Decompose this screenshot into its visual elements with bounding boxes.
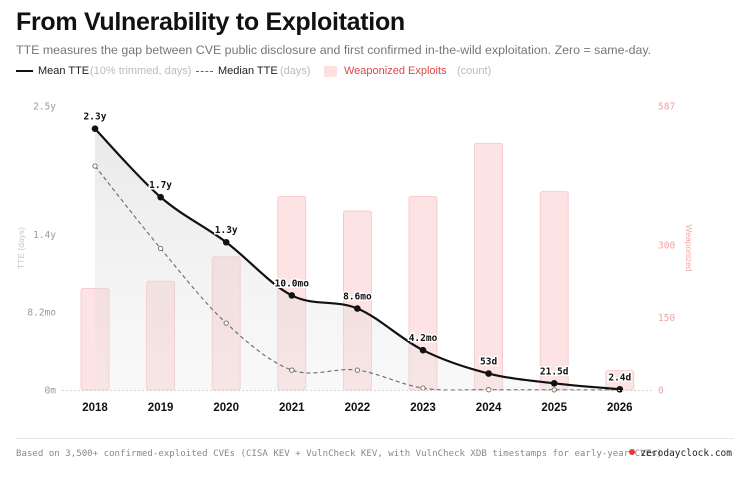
mean-data-label-2019: 1.7y bbox=[149, 180, 172, 191]
legend-hint-bars: (count) bbox=[457, 65, 492, 77]
mean-point-2020 bbox=[222, 238, 230, 246]
mean-point-2022 bbox=[354, 305, 361, 312]
legend-label-mean: Mean TTE bbox=[38, 65, 90, 77]
mean-data-label-2022: 8.6mo bbox=[343, 292, 372, 303]
mean-data-label-2026: 2.4d bbox=[608, 372, 631, 383]
page-subtitle: TTE measures the gap between CVE public … bbox=[16, 43, 652, 57]
left-tick-label: 0m bbox=[45, 386, 57, 397]
x-tick-label-2018: 2018 bbox=[82, 402, 108, 414]
mean-data-label-2020: 1.3y bbox=[215, 225, 238, 236]
median-point-2025 bbox=[551, 387, 557, 393]
brand-link[interactable]: zerodayclock.com bbox=[629, 448, 732, 459]
left-tick-label: 2.5y bbox=[33, 102, 56, 113]
x-tick-label-2022: 2022 bbox=[345, 402, 371, 414]
x-tick-label-2021: 2021 bbox=[279, 402, 305, 414]
bar-weaponized-2025 bbox=[539, 191, 569, 391]
left-axis-title: TTE (days) bbox=[16, 227, 26, 269]
right-tick-label: 0 bbox=[658, 386, 664, 397]
mean-data-label-2023: 4.2mo bbox=[409, 333, 438, 344]
label-layer: 2.3y 1.7y 1.3y 10.0mo 8.6mo 4.2mo 53d 21.5d 2.4d bbox=[82, 110, 633, 385]
legend-hint-median: (days) bbox=[280, 65, 311, 77]
median-point-2018 bbox=[92, 163, 98, 169]
median-point-2020 bbox=[223, 320, 229, 326]
axes-layer: 0m 8.2mo 1.4y 2.5y 0 150 300 587 TTE (days) Weapo… bbox=[16, 102, 694, 415]
right-axis-title: Weaponized bbox=[684, 224, 694, 271]
mean-data-label-2025: 21.5d bbox=[540, 366, 569, 377]
legend-swatch-median bbox=[196, 71, 213, 72]
mean-point-2025 bbox=[550, 380, 558, 387]
legend-swatch-mean bbox=[16, 70, 33, 72]
page-title: From Vulnerability to Exploitation bbox=[16, 8, 405, 36]
mean-data-label-2024: 53d bbox=[480, 357, 497, 368]
mean-data-label-2021: 10.0mo bbox=[275, 278, 310, 289]
x-tick-label-2025: 2025 bbox=[541, 402, 567, 414]
x-tick-label-2019: 2019 bbox=[148, 402, 174, 414]
bar-weaponized-2024 bbox=[474, 142, 504, 391]
x-tick-label-2023: 2023 bbox=[410, 402, 436, 414]
right-tick-label: 150 bbox=[658, 313, 675, 324]
right-tick-label: 587 bbox=[658, 102, 675, 113]
median-point-2021 bbox=[289, 367, 295, 373]
x-tick-label-2020: 2020 bbox=[213, 402, 239, 414]
x-tick-label-2024: 2024 bbox=[476, 402, 502, 414]
right-tick-label: 300 bbox=[658, 240, 675, 251]
brand-text: zerodayclock.com bbox=[640, 448, 732, 459]
legend-swatch-bars bbox=[324, 66, 337, 77]
median-point-2022 bbox=[354, 367, 361, 373]
x-tick-label-2026: 2026 bbox=[607, 402, 633, 414]
median-point-2024 bbox=[485, 387, 492, 393]
mean-point-2023 bbox=[419, 346, 427, 354]
mean-point-2024 bbox=[485, 370, 492, 377]
line-layer bbox=[91, 125, 624, 393]
brand-dot-icon bbox=[629, 449, 636, 455]
legend-hint-mean: (10% trimmed, days) bbox=[90, 65, 192, 77]
source-note: Based on 3,500+ confirmed-exploited CVEs… bbox=[16, 449, 663, 459]
mean-data-label-2018: 2.3y bbox=[84, 112, 107, 123]
mean-point-2019 bbox=[157, 193, 164, 201]
left-tick-label: 1.4y bbox=[33, 230, 56, 241]
legend-label-median: Median TTE bbox=[218, 65, 278, 77]
mean-point-2018 bbox=[91, 125, 99, 133]
left-tick-label: 8.2mo bbox=[27, 308, 56, 319]
footer-divider bbox=[16, 438, 734, 439]
median-tte-line bbox=[94, 165, 620, 391]
mean-point-2026 bbox=[616, 385, 624, 393]
median-point-2019 bbox=[157, 245, 164, 252]
mean-point-2021 bbox=[288, 292, 296, 299]
legend-label-bars: Weaponized Exploits bbox=[344, 65, 447, 77]
median-point-2023 bbox=[420, 385, 426, 391]
